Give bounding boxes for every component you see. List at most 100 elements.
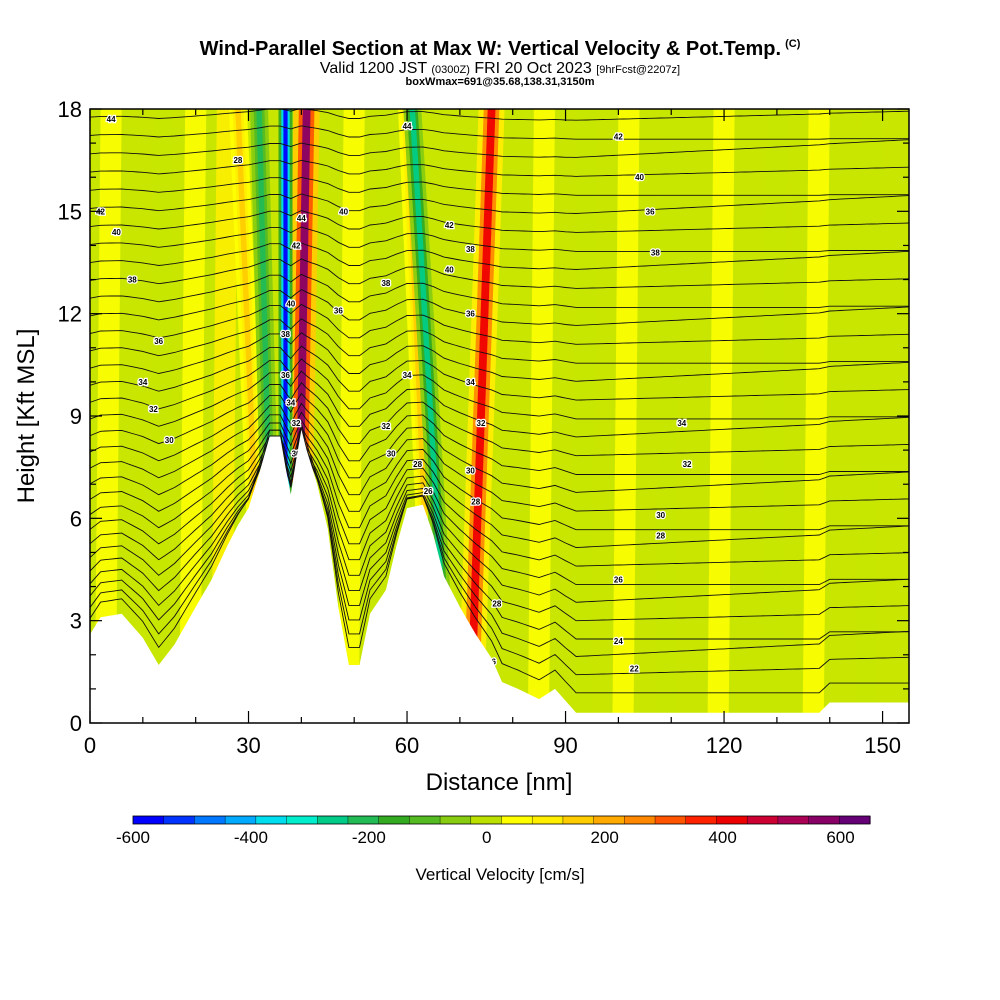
- isentrope-line: [90, 429, 909, 603]
- contour-label: 34: [677, 419, 686, 428]
- colorbar: -600 -400 -200 0 200 400 600: [116, 815, 871, 847]
- contour-label: 30: [466, 467, 475, 476]
- field-stripe: [369, 109, 397, 723]
- x-tick-label: 30: [236, 733, 260, 758]
- y-tick-label: 12: [58, 302, 82, 327]
- contour-label: 26: [424, 487, 433, 496]
- x-tick-label: 60: [395, 733, 419, 758]
- field-stripe: [147, 109, 175, 723]
- contour-label: 28: [413, 460, 422, 469]
- isentrope-line: [90, 242, 909, 270]
- field-stripe: [570, 109, 598, 723]
- x-tick-label: 150: [864, 733, 901, 758]
- isentrope-line: [90, 426, 909, 548]
- colorbar-swatch: [347, 816, 380, 824]
- isentrope-line: [90, 429, 909, 622]
- y-tick-label: 18: [58, 97, 82, 122]
- contour-label: 42: [292, 241, 301, 250]
- field-stripe: [94, 109, 122, 723]
- field-stripe: [612, 109, 640, 723]
- contour-label: 28: [233, 156, 242, 165]
- contour-label: 32: [477, 419, 486, 428]
- contour-label: 24: [614, 637, 623, 646]
- y-tick-label: 3: [70, 609, 82, 634]
- valid-prefix: Valid 1200 JST: [319, 60, 427, 77]
- contour-label: 44: [297, 214, 306, 223]
- contour-label: 44: [403, 122, 412, 131]
- contour-label: 30: [387, 450, 396, 459]
- isentrope-line: [90, 429, 909, 640]
- colorbar-swatch: [747, 816, 779, 824]
- isentrope-line: [90, 429, 909, 586]
- contour-label: 40: [339, 207, 348, 216]
- field-stripe: [855, 109, 883, 723]
- contour-label: 38: [651, 248, 660, 257]
- field-stripe: [802, 109, 830, 723]
- colorbar-swatch: [562, 816, 595, 824]
- x-axis: 0 30 60 90 120 150: [84, 109, 901, 758]
- contour-label: 32: [381, 422, 390, 431]
- field-stripe: [654, 109, 682, 723]
- colorbar-swatch: [225, 816, 257, 824]
- isentrope-line: [90, 303, 909, 345]
- contour-label: 34: [403, 371, 412, 380]
- contour-label: 30: [165, 436, 174, 445]
- isentrope-line: [90, 428, 909, 567]
- x-tick-label: 0: [84, 733, 96, 758]
- box-info: boxWmax=691@35.68,138.31,3150m: [405, 76, 595, 88]
- colorbar-swatch: [163, 816, 196, 824]
- colorbar-swatch: [501, 816, 533, 824]
- colorbar-tick-label: 200: [590, 828, 618, 847]
- field-stripe: [337, 109, 365, 723]
- contour-label: 32: [683, 460, 692, 469]
- contour-label: 22: [630, 664, 639, 673]
- contour-label: 40: [112, 228, 121, 237]
- contour-label: 28: [492, 600, 501, 609]
- chart-title-text: Wind-Parallel Section at Max W: Vertical…: [199, 38, 782, 60]
- isentrope-line: [90, 109, 909, 121]
- chart-title: Wind-Parallel Section at Max W: Vertical…: [0, 38, 1000, 61]
- colorbar-swatch: [378, 816, 410, 824]
- isentrope-line: [90, 332, 909, 382]
- isentrope-line: [90, 419, 909, 531]
- isentrope-line: [90, 429, 909, 676]
- colorbar-swatch: [808, 816, 840, 824]
- contour-label: 40: [286, 299, 295, 308]
- contour-label: 40: [445, 265, 454, 274]
- isentrope-contours: [90, 109, 909, 694]
- colorbar-title: Vertical Velocity [cm/s]: [415, 865, 584, 884]
- isentrope-line: [90, 402, 909, 493]
- colorbar-tick-label: 400: [708, 828, 736, 847]
- y-tick-label: 9: [70, 404, 82, 429]
- isentrope-line: [90, 392, 909, 475]
- colorbar-swatch: [685, 816, 718, 824]
- contour-label: 32: [292, 419, 301, 428]
- contour-label: 34: [466, 378, 475, 387]
- y-tick-label: 15: [58, 199, 82, 224]
- colorbar-swatch: [716, 816, 748, 824]
- contour-label: 38: [466, 245, 475, 254]
- x-tick-label: 120: [706, 733, 743, 758]
- contour-label: 36: [154, 337, 163, 346]
- colorbar-swatch: [194, 816, 226, 824]
- y-tick-label: 6: [70, 506, 82, 531]
- isentrope-line: [90, 139, 909, 158]
- x-axis-label: Distance [nm]: [426, 769, 573, 796]
- colorbar-swatch: [777, 816, 810, 824]
- contour-label: 34: [286, 398, 295, 407]
- isentrope-line: [90, 159, 909, 177]
- terrain: [90, 429, 909, 723]
- contour-label: 26: [614, 576, 623, 585]
- terrain-mask: [90, 429, 909, 723]
- contour-label: 38: [281, 330, 290, 339]
- isentrope-line: [90, 210, 909, 233]
- isentrope-line: [90, 429, 909, 657]
- colorbar-swatch: [655, 816, 687, 824]
- colorbar-swatch: [440, 816, 472, 824]
- isentrope-line: [90, 125, 909, 140]
- contour-label: 32: [149, 405, 158, 414]
- contour-label: 30: [292, 450, 301, 459]
- isentrope-line: [90, 176, 909, 196]
- colorbar-tick-label: -400: [234, 828, 268, 847]
